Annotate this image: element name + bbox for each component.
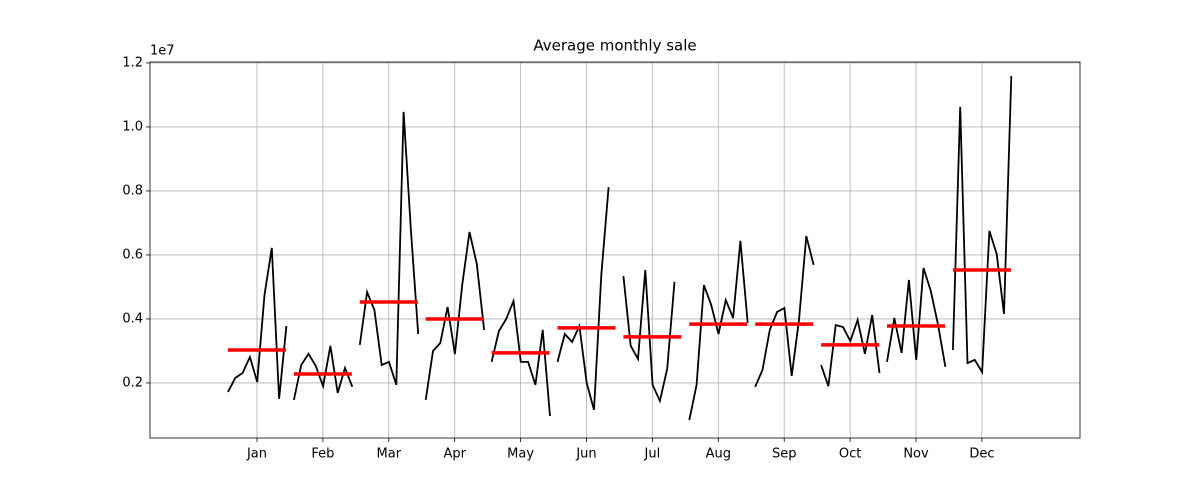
month-line [424, 231, 485, 401]
x-tick-label: Nov [903, 447, 929, 462]
x-tick-label: Dec [969, 447, 994, 462]
month-line [556, 187, 610, 411]
y-tick-label: 0.4 [122, 311, 143, 326]
y-tick-label: 0.2 [122, 375, 143, 390]
x-tick-label: Sep [772, 447, 797, 462]
month-line [754, 235, 815, 388]
month-line [622, 269, 676, 404]
month-line [358, 111, 420, 386]
month-line [886, 267, 947, 368]
x-tick-label: Jun [575, 447, 596, 462]
x-tick-label: Oct [839, 447, 861, 462]
y-tick-label: 0.8 [122, 183, 143, 198]
x-tick-label: Apr [443, 447, 466, 462]
x-tick-label: Aug [706, 447, 731, 462]
x-tick-label: May [507, 447, 534, 462]
y-tick-label: 1.0 [122, 119, 143, 134]
x-tick-label: Jan [246, 447, 267, 462]
month-line [952, 76, 1013, 376]
x-tick-label: Jul [644, 447, 661, 462]
month-line [688, 240, 749, 421]
y-tick-label: 0.6 [122, 247, 143, 262]
month-line [293, 345, 354, 401]
plot-frame [149, 61, 1081, 439]
y-tick-label: 1.2 [122, 55, 143, 70]
x-tick-label: Feb [311, 447, 334, 462]
month-line [490, 297, 551, 416]
month-line [820, 314, 881, 387]
offset-label: 1e7 [150, 44, 175, 59]
chart-title: Average monthly sale [533, 37, 696, 55]
x-tick-label: Mar [377, 447, 402, 462]
